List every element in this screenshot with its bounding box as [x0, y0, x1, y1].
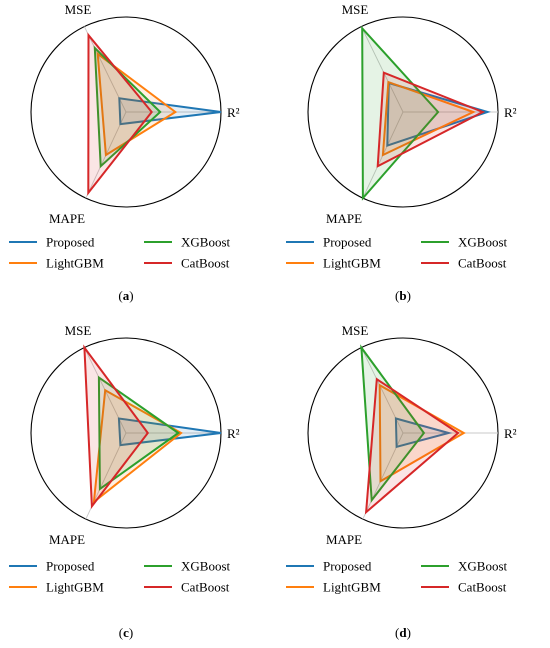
axis-label-1: MSE [342, 323, 369, 338]
series-polygon-catboost [376, 71, 486, 168]
legend-label-proposed: Proposed [46, 559, 95, 574]
axis-label-2: MAPE [326, 211, 362, 226]
axis-label-2: MAPE [49, 211, 85, 226]
series-polygon-xgboost [97, 375, 181, 491]
legend-label-catboost: CatBoost [458, 256, 507, 271]
axis-label-1: MSE [342, 2, 369, 17]
radar-panel-b: R² MSE MAPE Proposed XGBoost LightGBM CatBoost… [286, 2, 517, 303]
legend-label-proposed: Proposed [323, 235, 372, 250]
radar-panel-a: R² MSE MAPE Proposed XGBoost LightGBM CatBoost… [9, 2, 240, 303]
legend-label-xgboost: XGBoost [181, 235, 231, 250]
radar-panel-c: R² MSE MAPE Proposed XGBoost LightGBM CatBoost… [9, 323, 240, 640]
legend-label-catboost: CatBoost [458, 580, 507, 595]
panel-caption: (c) [119, 625, 133, 640]
axis-label-0: R² [227, 426, 240, 441]
series-polygon-catboost [364, 377, 460, 515]
legend-label-lightgbm: LightGBM [46, 256, 104, 271]
axis-label-0: R² [504, 105, 517, 120]
axis-label-0: R² [227, 105, 240, 120]
radar-panel-d: R² MSE MAPE Proposed XGBoost LightGBM CatBoost… [286, 323, 517, 640]
series-polygon-catboost [87, 32, 153, 196]
legend-label-xgboost: XGBoost [181, 559, 231, 574]
legend-label-catboost: CatBoost [181, 256, 230, 271]
series-polygon-catboost [83, 344, 150, 509]
series-polygon-lightgbm [96, 51, 178, 157]
legend-label-xgboost: XGBoost [458, 235, 508, 250]
legend-label-proposed: Proposed [46, 235, 95, 250]
legend-label-xgboost: XGBoost [458, 559, 508, 574]
axis-spoke-1 [360, 26, 404, 113]
panel-caption: (b) [395, 288, 411, 303]
legend-label-lightgbm: LightGBM [46, 580, 104, 595]
legend-label-proposed: Proposed [323, 559, 372, 574]
axis-label-1: MSE [65, 2, 92, 17]
axis-label-1: MSE [65, 323, 92, 338]
axis-label-2: MAPE [49, 532, 85, 547]
legend-label-lightgbm: LightGBM [323, 580, 381, 595]
legend-label-lightgbm: LightGBM [323, 256, 381, 271]
panel-caption: (d) [395, 625, 411, 640]
series-polygon-proposed [394, 417, 453, 449]
axis-label-2: MAPE [326, 532, 362, 547]
panel-caption: (a) [118, 288, 133, 303]
series-polygon-lightgbm [381, 80, 476, 157]
legend-label-catboost: CatBoost [181, 580, 230, 595]
axis-label-0: R² [504, 426, 517, 441]
